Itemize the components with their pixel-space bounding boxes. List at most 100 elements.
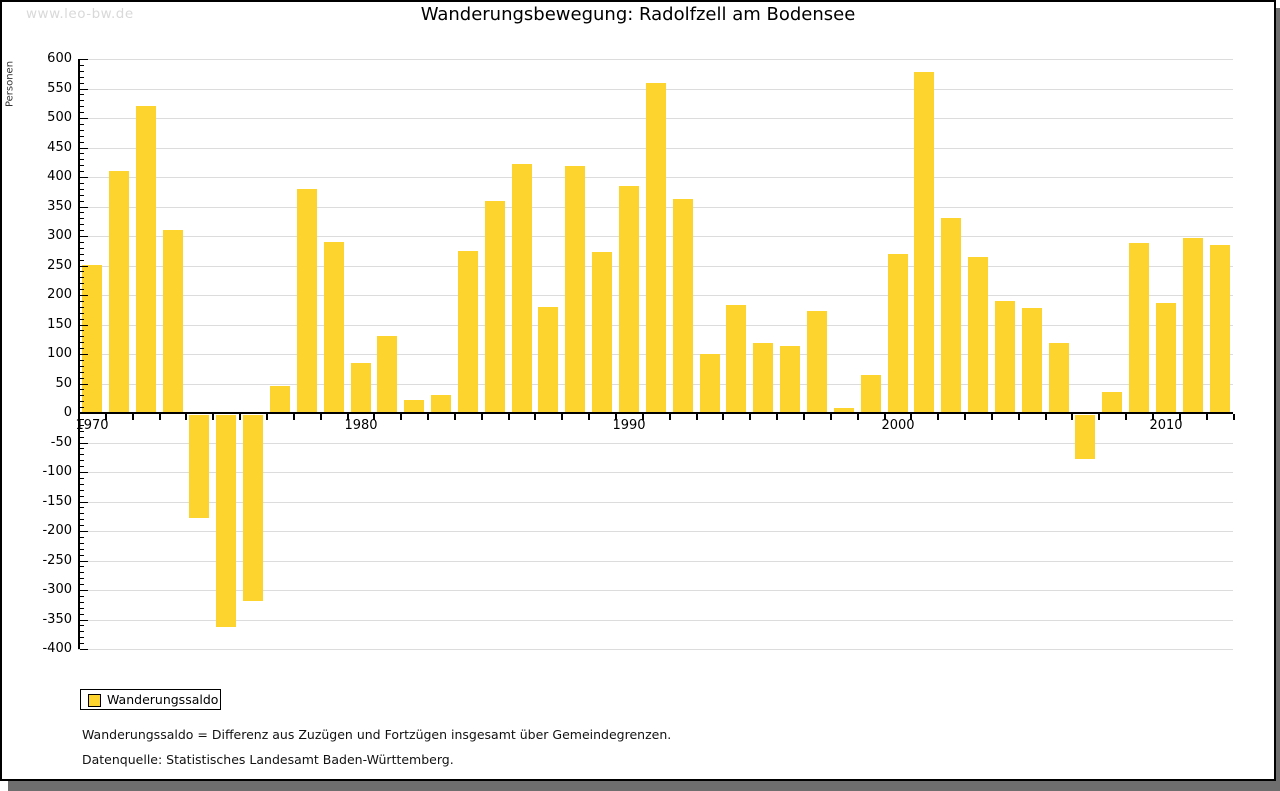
- y-axis-tick: [80, 401, 84, 402]
- bar-1981: [377, 336, 397, 413]
- y-axis-tick: [80, 224, 84, 225]
- y-axis-tick: [80, 490, 84, 491]
- x-axis-tick: [830, 414, 832, 420]
- y-tick-label: 100: [47, 346, 72, 361]
- y-axis-tick: [80, 65, 84, 66]
- y-axis-tick: [80, 307, 84, 308]
- y-axis-tick: [80, 159, 84, 160]
- x-axis-tick: [320, 414, 322, 420]
- y-tick-label: 500: [47, 110, 72, 125]
- bar-1990: [619, 186, 639, 413]
- x-axis-tick: [132, 414, 134, 420]
- y-axis-tick: [80, 519, 84, 520]
- bar-2004: [995, 301, 1015, 413]
- y-axis-tick: [80, 531, 88, 532]
- x-axis-tick: [159, 414, 161, 420]
- y-axis-tick: [80, 177, 88, 178]
- x-tick-label: 2000: [881, 418, 915, 433]
- y-axis-tick: [80, 478, 84, 479]
- y-axis-tick: [80, 236, 88, 237]
- y-axis-tick: [80, 254, 84, 255]
- y-tick-label: -250: [42, 553, 72, 568]
- x-axis-tick: [212, 414, 214, 420]
- x-axis-tick: [749, 414, 751, 420]
- y-tick-label: -150: [42, 494, 72, 509]
- y-tick-label: -50: [50, 435, 72, 450]
- bar-2003: [968, 257, 988, 413]
- y-axis-tick: [80, 378, 84, 379]
- bar-2007: [1075, 415, 1095, 459]
- gridline: [78, 502, 1233, 503]
- y-axis-tick: [80, 431, 84, 432]
- y-tick-label: 50: [55, 376, 72, 391]
- bar-1993: [700, 354, 720, 413]
- gridline: [78, 561, 1233, 562]
- y-axis-tick: [80, 106, 84, 107]
- y-axis-tick: [80, 212, 84, 213]
- y-tick-label: 400: [47, 169, 72, 184]
- y-axis-tick: [80, 543, 84, 544]
- y-axis-tick: [80, 496, 84, 497]
- watermark: www.leo-bw.de: [26, 6, 134, 22]
- y-tick-label: -100: [42, 464, 72, 479]
- drop-shadow-right: [1276, 8, 1280, 791]
- y-axis-tick: [80, 330, 84, 331]
- y-axis-tick: [80, 171, 84, 172]
- x-axis-tick: [884, 414, 886, 420]
- x-axis-tick: [588, 414, 590, 420]
- bar-1982: [404, 400, 424, 413]
- gridline: [78, 649, 1233, 650]
- x-axis-tick: [561, 414, 563, 420]
- y-axis-tick: [80, 277, 84, 278]
- y-axis-tick: [80, 153, 84, 154]
- y-axis-tick: [80, 242, 84, 243]
- y-axis-tick: [80, 625, 84, 626]
- y-axis-tick: [80, 460, 84, 461]
- y-axis-tick: [80, 513, 84, 514]
- y-axis-tick: [80, 130, 84, 131]
- bar-1974: [189, 415, 209, 518]
- gridline: [78, 620, 1233, 621]
- y-axis-tick: [80, 590, 88, 591]
- y-axis-tick: [80, 118, 88, 119]
- x-axis-tick: [185, 414, 187, 420]
- y-axis-tick: [80, 395, 84, 396]
- y-axis-tick: [80, 195, 84, 196]
- x-tick-label: 2010: [1149, 418, 1183, 433]
- y-axis-tick: [80, 525, 84, 526]
- x-axis-tick: [991, 414, 993, 420]
- y-axis-tick: [80, 89, 88, 90]
- y-axis-tick: [80, 283, 84, 284]
- bar-1977: [270, 386, 290, 413]
- y-axis-tick: [80, 218, 84, 219]
- x-axis-tick: [293, 414, 295, 420]
- bar-1978: [297, 189, 317, 413]
- footnote-definition: Wanderungssaldo = Differenz aus Zuzügen …: [82, 727, 672, 742]
- y-axis-tick: [80, 472, 88, 473]
- y-axis-tick: [80, 100, 84, 101]
- y-axis-tick: [80, 112, 84, 113]
- y-axis-tick: [80, 448, 84, 449]
- y-axis-tick: [80, 608, 84, 609]
- y-tick-label: 550: [47, 81, 72, 96]
- bar-1987: [538, 307, 558, 413]
- x-axis-tick: [400, 414, 402, 420]
- x-axis-tick: [239, 414, 241, 420]
- gridline: [78, 59, 1233, 60]
- x-axis-tick: [937, 414, 939, 420]
- y-axis-tick: [80, 649, 88, 650]
- y-axis-tick: [80, 342, 84, 343]
- x-axis-tick: [454, 414, 456, 420]
- y-axis-tick: [80, 584, 84, 585]
- y-axis-tick: [80, 507, 84, 508]
- y-axis-tick: [80, 230, 84, 231]
- x-axis-tick: [1179, 414, 1181, 420]
- y-axis-tick: [80, 207, 88, 208]
- bar-1985: [485, 201, 505, 413]
- x-axis-tick: [1152, 414, 1154, 420]
- gridline: [78, 531, 1233, 532]
- x-axis-tick: [642, 414, 644, 420]
- y-axis-tick: [80, 466, 84, 467]
- bar-2000: [888, 254, 908, 413]
- y-axis-tick: [80, 183, 84, 184]
